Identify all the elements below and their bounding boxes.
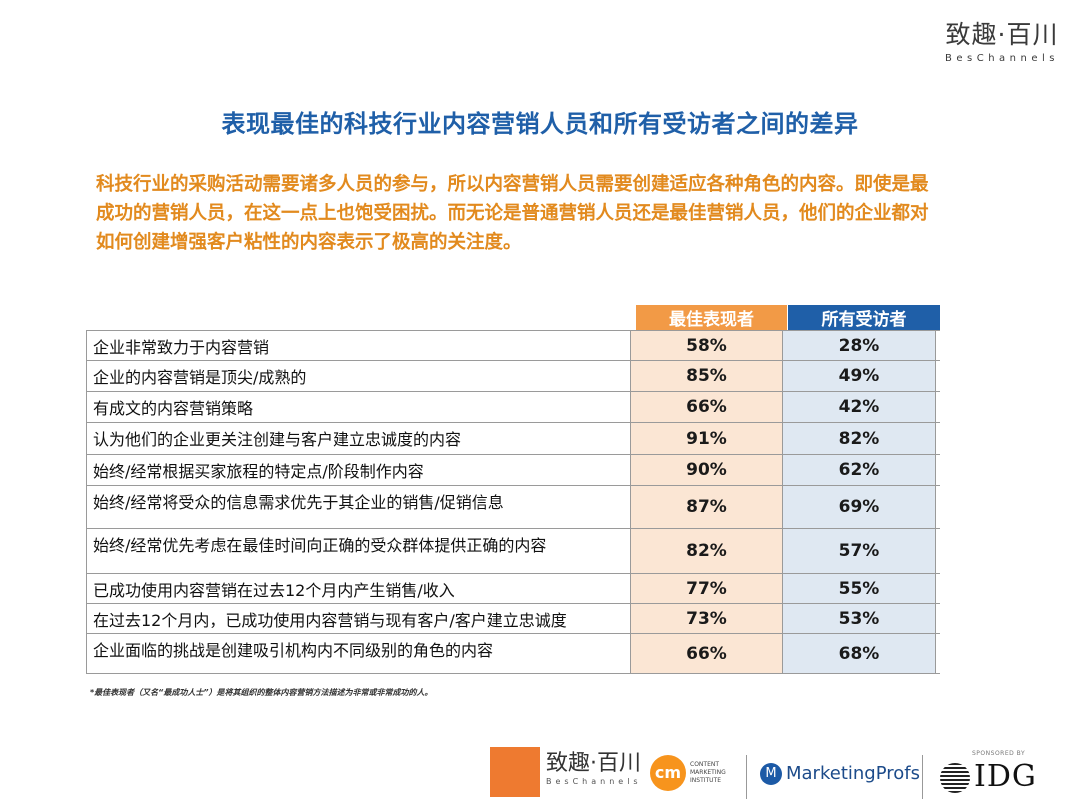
brand-name-en: BesChannels — [945, 53, 1059, 64]
row-value-all: 28% — [783, 331, 936, 360]
row-value-best: 73% — [631, 604, 783, 633]
row-label: 企业非常致力于内容营销 — [87, 331, 631, 360]
row-value-all: 82% — [783, 423, 936, 454]
cmi-logo-icon: cm — [650, 755, 686, 791]
row-value-best: 77% — [631, 574, 783, 603]
row-label: 有成文的内容营销策略 — [87, 392, 631, 422]
row-value-all: 69% — [783, 486, 936, 528]
table-row: 已成功使用内容营销在过去12个月内产生销售/收入 77% 55% — [87, 574, 940, 604]
intro-paragraph: 科技行业的采购活动需要诸多人员的参与，所以内容营销人员需要创建适应各种角色的内容… — [96, 174, 929, 253]
brand-name-cn: 致趣·百川 — [945, 20, 1059, 49]
row-label: 始终/经常优先考虑在最佳时间向正确的受众群体提供正确的内容 — [87, 529, 631, 573]
beschannels-mark-icon — [490, 747, 540, 797]
cmi-logo-text: CONTENT MARKETING INSTITUTE — [690, 761, 726, 784]
beschannels-logo: 致趣·百川 BesChannels — [546, 751, 642, 786]
row-value-all: 49% — [783, 361, 936, 391]
row-label: 企业面临的挑战是创建吸引机构内不同级别的角色的内容 — [87, 634, 631, 673]
row-value-best: 66% — [631, 634, 783, 673]
logo-divider — [746, 755, 747, 799]
table-row: 始终/经常根据买家旅程的特定点/阶段制作内容 90% 62% — [87, 455, 940, 486]
brand-logo-top: 致趣·百川 BesChannels — [936, 20, 1068, 66]
row-value-best: 82% — [631, 529, 783, 573]
beschannels-name-en: BesChannels — [546, 777, 642, 786]
row-value-best: 85% — [631, 361, 783, 391]
page-title: 表现最佳的科技行业内容营销人员和所有受访者之间的差异 — [221, 110, 859, 138]
table-row: 在过去12个月内，已成功使用内容营销与现有客户/客户建立忠诚度 73% 53% — [87, 604, 940, 634]
marketingprofs-logo: MarketingProfs — [786, 763, 920, 784]
comparison-table: 最佳表现者 所有受访者 企业非常致力于内容营销 58% 28% 企业的内容营销是… — [86, 305, 940, 674]
row-value-best: 66% — [631, 392, 783, 422]
marketingprofs-icon: M — [760, 763, 782, 785]
row-value-all: 55% — [783, 574, 936, 603]
table-body: 企业非常致力于内容营销 58% 28% 企业的内容营销是顶尖/成熟的 85% 4… — [86, 330, 940, 674]
footnote: *最佳表现者（又名“最成功人士”）是将其组织的整体内容营销方法描述为非常或非常成… — [90, 688, 433, 697]
sponsored-by-label: SPONSORED BY — [972, 750, 1026, 757]
logo-divider — [922, 755, 923, 799]
row-label: 在过去12个月内，已成功使用内容营销与现有客户/客户建立忠诚度 — [87, 604, 631, 633]
row-label: 始终/经常将受众的信息需求优先于其企业的销售/促销信息 — [87, 486, 631, 528]
row-label: 企业的内容营销是顶尖/成熟的 — [87, 361, 631, 391]
table-header: 最佳表现者 所有受访者 — [86, 305, 940, 330]
table-row: 企业的内容营销是顶尖/成熟的 85% 49% — [87, 361, 940, 392]
beschannels-name-cn: 致趣·百川 — [546, 751, 641, 776]
row-value-all: 68% — [783, 634, 936, 673]
row-value-best: 87% — [631, 486, 783, 528]
row-label: 已成功使用内容营销在过去12个月内产生销售/收入 — [87, 574, 631, 603]
table-row: 始终/经常优先考虑在最佳时间向正确的受众群体提供正确的内容 82% 57% — [87, 529, 940, 574]
table-row: 有成文的内容营销策略 66% 42% — [87, 392, 940, 423]
table-row: 始终/经常将受众的信息需求优先于其企业的销售/促销信息 87% 69% — [87, 486, 940, 529]
footer-logos: 致趣·百川 BesChannels cm CONTENT MARKETING I… — [0, 745, 1080, 805]
row-value-best: 90% — [631, 455, 783, 485]
row-value-all: 42% — [783, 392, 936, 422]
row-value-all: 53% — [783, 604, 936, 633]
row-value-all: 62% — [783, 455, 936, 485]
table-row: 认为他们的企业更关注创建与客户建立忠诚度的内容 91% 82% — [87, 423, 940, 455]
row-value-best: 58% — [631, 331, 783, 360]
header-all-respondents: 所有受访者 — [788, 305, 940, 330]
table-row: 企业面临的挑战是创建吸引机构内不同级别的角色的内容 66% 68% — [87, 634, 940, 673]
row-label: 始终/经常根据买家旅程的特定点/阶段制作内容 — [87, 455, 631, 485]
header-best-performers: 最佳表现者 — [636, 305, 787, 330]
row-value-best: 91% — [631, 423, 783, 454]
table-row: 企业非常致力于内容营销 58% 28% — [87, 331, 940, 361]
idg-logo: IDG — [974, 759, 1037, 794]
idg-globe-icon — [940, 763, 970, 793]
row-label: 认为他们的企业更关注创建与客户建立忠诚度的内容 — [87, 423, 631, 454]
row-value-all: 57% — [783, 529, 936, 573]
